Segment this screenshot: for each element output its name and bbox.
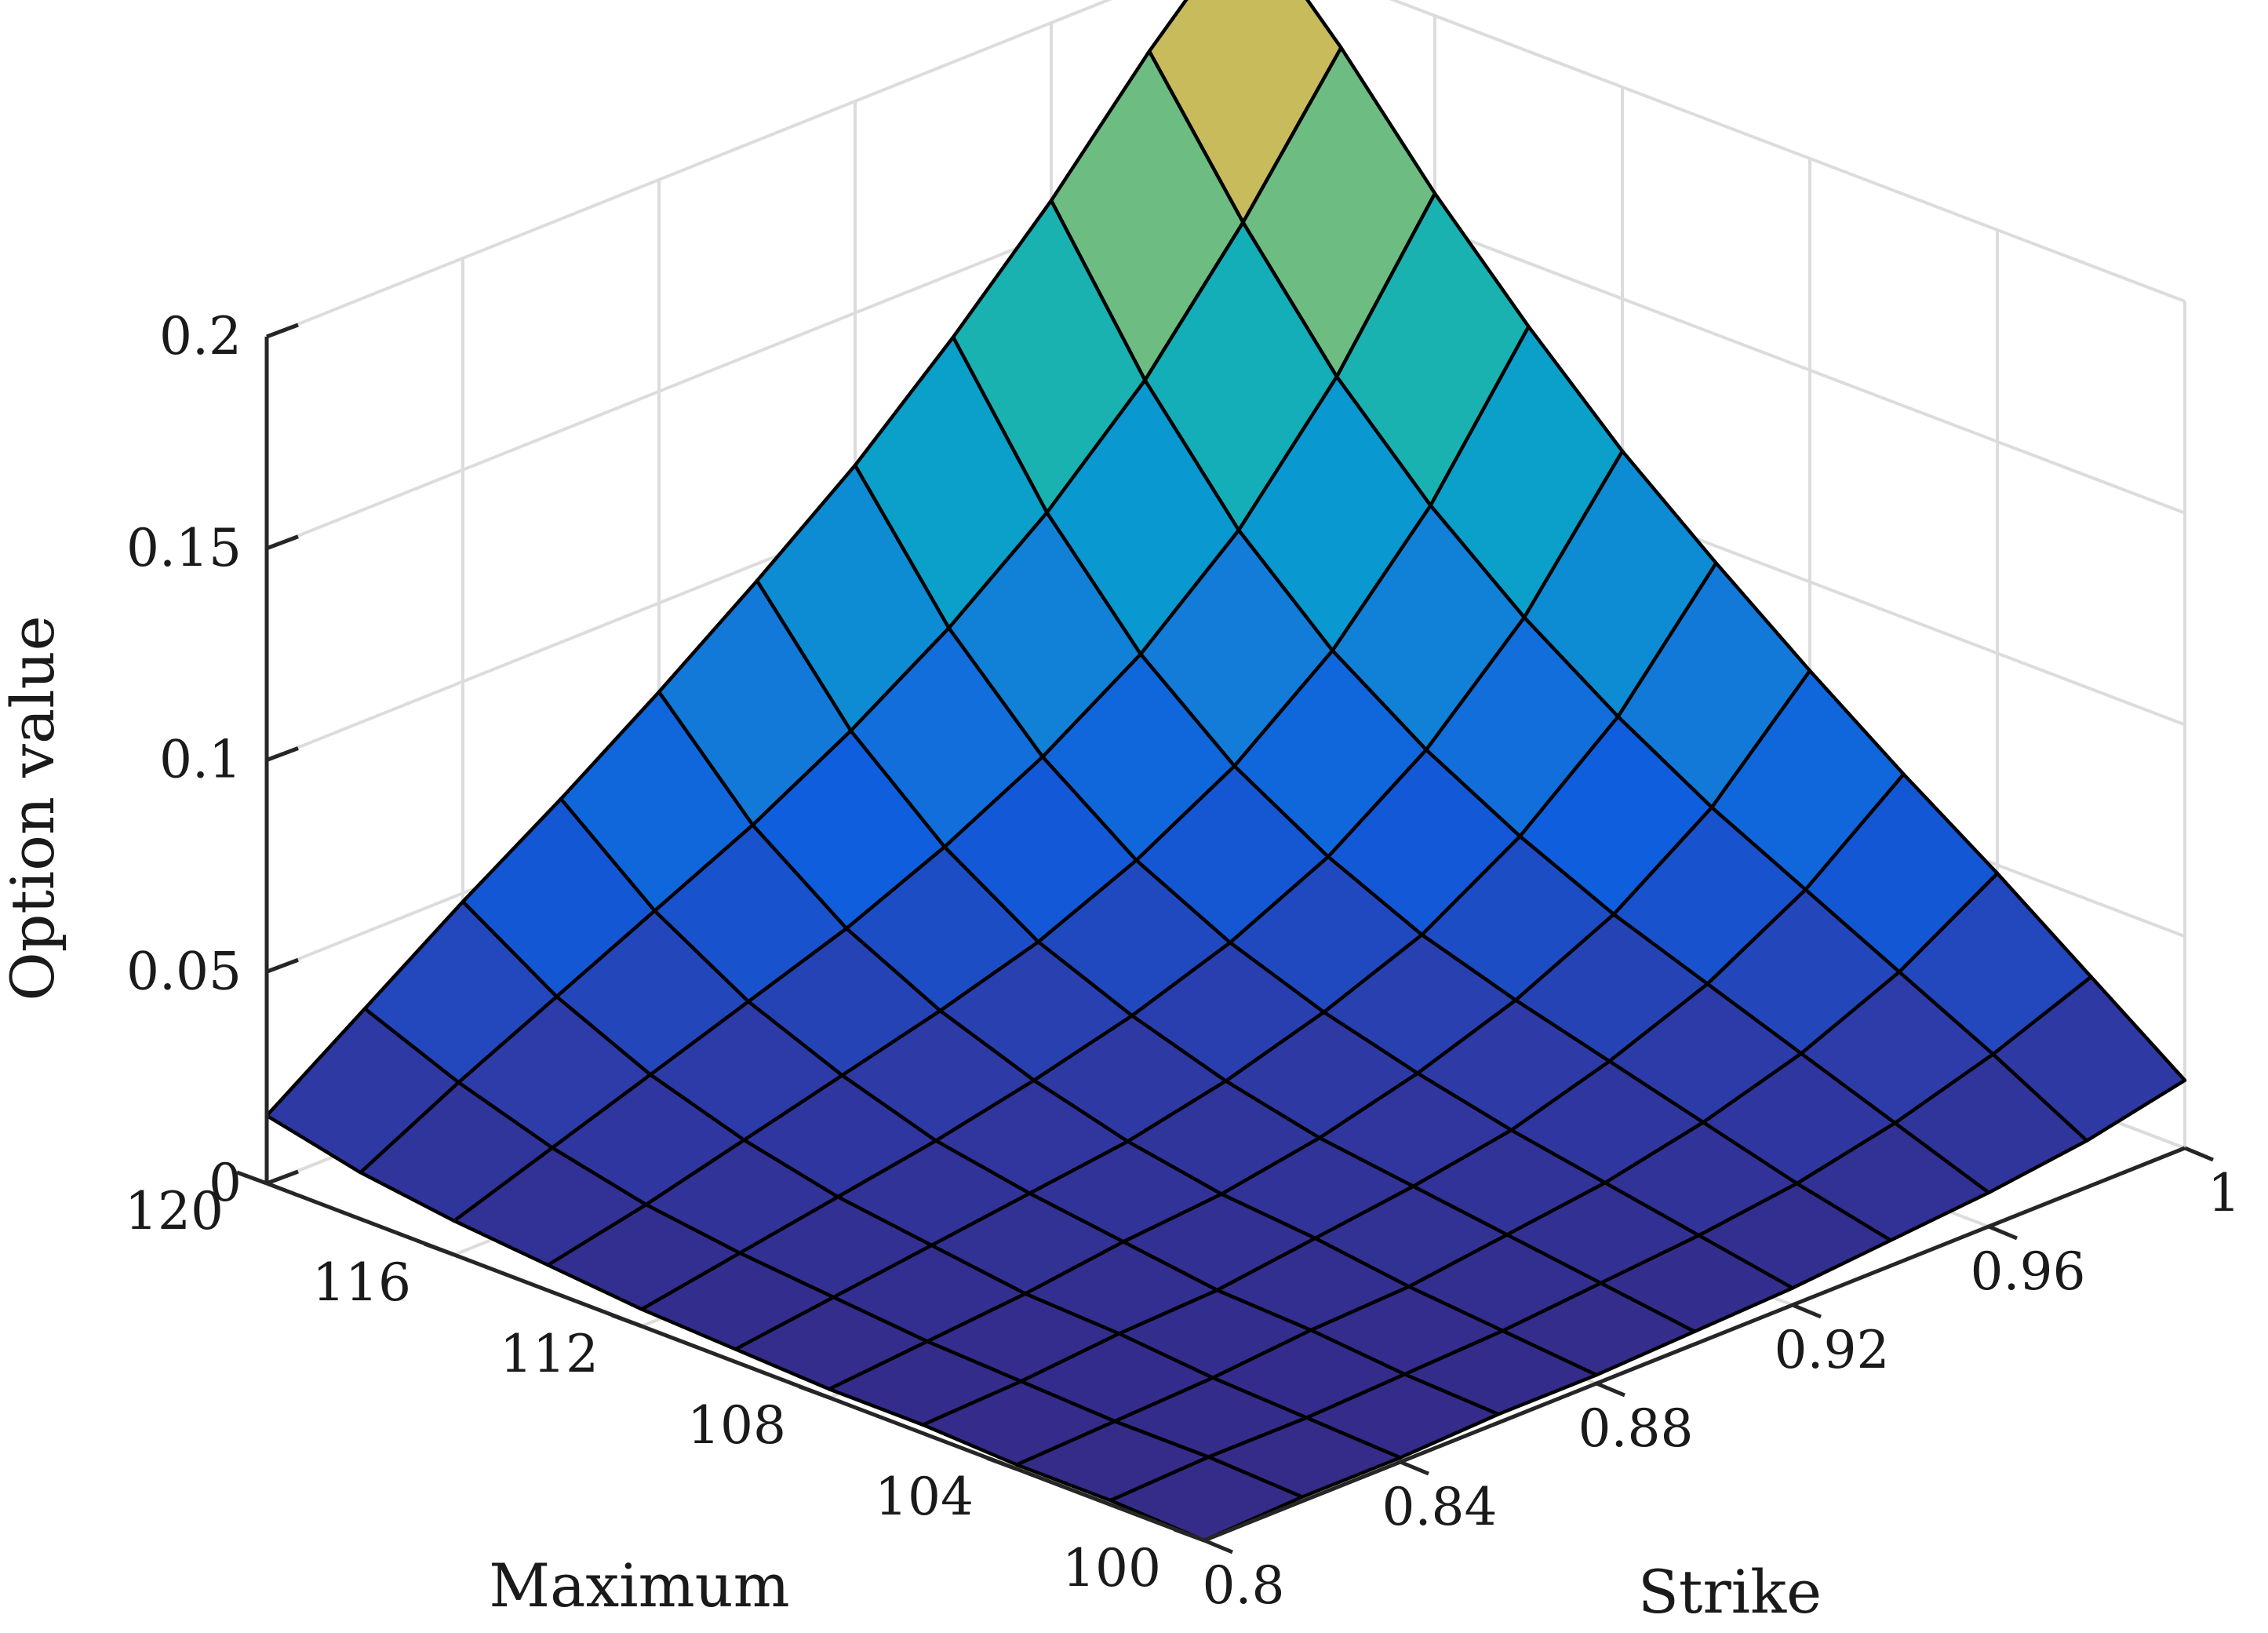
labels-layer: Option value Maximum Strike 0 0.05 0.1 0.15… <box>0 306 2241 1627</box>
y-tick-label: 100 <box>1062 1538 1161 1598</box>
z-tick <box>266 534 299 551</box>
y-tick-label: 120 <box>125 1181 224 1241</box>
x-tick-label: 0.84 <box>1382 1477 1498 1537</box>
x-tick-label: 0.88 <box>1578 1398 1694 1459</box>
surface-layer <box>264 0 2187 1543</box>
grid-line <box>1389 0 2186 303</box>
surface-patch <box>1109 1455 1305 1543</box>
z-tick <box>266 1169 299 1186</box>
y-tick <box>799 1384 830 1400</box>
z-tick-label: 0 <box>209 1153 242 1213</box>
x-tick-label: 0.96 <box>1971 1241 2086 1302</box>
z-tick-label: 0.1 <box>159 730 242 790</box>
y-axis-title: Maximum <box>489 1551 789 1620</box>
x-axis-line <box>1203 1146 2186 1543</box>
y-tick-label: 112 <box>500 1324 599 1384</box>
z-tick-label: 0.05 <box>126 941 242 1001</box>
x-tick <box>1596 1381 1625 1398</box>
y-tick <box>236 1170 268 1186</box>
y-tick-label: 104 <box>875 1467 974 1527</box>
y-tick <box>424 1241 455 1257</box>
x-tick-label: 0.8 <box>1203 1555 1285 1616</box>
z-axis-title: Option value <box>0 615 67 1001</box>
x-tick <box>2184 1146 2214 1162</box>
x-tick <box>1792 1303 1822 1319</box>
z-tick <box>266 323 299 339</box>
y-tick-label: 108 <box>687 1395 786 1456</box>
y-tick <box>611 1313 643 1329</box>
y-tick <box>1174 1527 1205 1543</box>
x-tick <box>1400 1460 1429 1476</box>
grid-line <box>266 0 1112 338</box>
y-tick-label: 116 <box>312 1252 411 1313</box>
x-tick <box>1988 1224 2018 1241</box>
x-tick-label: 0.92 <box>1775 1320 1890 1380</box>
x-tick-label: 1 <box>2208 1163 2241 1223</box>
z-tick <box>266 746 299 762</box>
x-tick <box>1203 1538 1233 1555</box>
z-tick-label: 0.15 <box>126 518 242 578</box>
y-axis-line <box>266 1181 1205 1543</box>
z-tick-label: 0.2 <box>159 306 242 366</box>
z-tick <box>266 957 299 974</box>
axes-layer <box>236 323 2214 1555</box>
x-axis-title: Strike <box>1638 1557 1822 1627</box>
y-tick <box>986 1456 1018 1471</box>
